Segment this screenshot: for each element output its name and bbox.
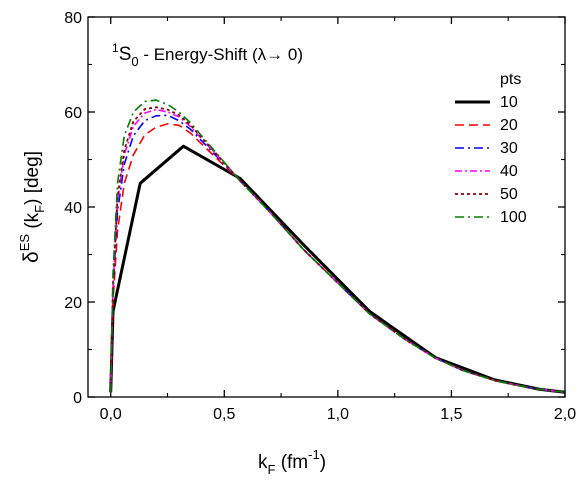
ylabel-main: δ	[20, 251, 43, 263]
legend-label-10: 10	[500, 94, 518, 111]
x-tick-label: 0,0	[100, 406, 122, 423]
series-group	[109, 99, 566, 394]
annotation-tail: 0)	[283, 45, 303, 64]
legend-label-50: 50	[500, 186, 518, 203]
legend-label-30: 30	[500, 140, 518, 157]
annotation-rest: - Energy-Shift (λ	[139, 45, 267, 64]
ticks-group: 0,0 0,5 1,0 1,5 2,0 0 20 40 60 80	[64, 10, 576, 423]
x-axis-title: kF (fm-1)	[258, 447, 326, 477]
x-tick-label: 0,5	[213, 406, 235, 423]
xlabel-sup: -1	[308, 447, 320, 462]
chart-annotation: 1S0 - Energy-Shift (λ→ 0)	[112, 41, 303, 69]
annotation-superscript: 1	[112, 41, 119, 55]
x-tick-label: 2,0	[554, 406, 576, 423]
legend: pts 10 20 30 40 50 100	[455, 71, 527, 226]
y-axis-title: δES (kF) [deg]	[17, 151, 47, 263]
xlabel-sub: F	[267, 462, 275, 477]
xlabel-main: k	[258, 452, 268, 473]
x-tick-label: 1,0	[327, 406, 349, 423]
legend-label-100: 100	[500, 209, 527, 226]
plot-frame-group	[87, 16, 566, 398]
annotation-main: S	[119, 44, 132, 65]
series-line-20	[109, 123, 566, 394]
series-line-50	[109, 106, 566, 394]
annotation-arrow: →	[266, 45, 283, 64]
series-line-10	[109, 144, 566, 394]
xlabel-close: )	[320, 452, 326, 473]
y-tick-label: 80	[64, 10, 82, 27]
ylabel-close: ) [deg]	[22, 151, 43, 205]
series-line-100	[109, 99, 566, 394]
legend-label-40: 40	[500, 163, 518, 180]
ylabel-sub: F	[32, 205, 47, 213]
y-tick-label: 0	[73, 390, 82, 407]
annotation-subscript: 0	[131, 54, 138, 69]
ylabel-sup: ES	[17, 234, 32, 252]
xlabel-rest: (fm	[275, 452, 308, 473]
y-tick-label: 20	[64, 295, 82, 312]
series-line-30	[109, 114, 566, 394]
legend-label-20: 20	[500, 117, 518, 134]
y-tick-label: 60	[64, 105, 82, 122]
ylabel-mid: (k	[22, 212, 43, 234]
x-tick-label: 1,5	[440, 406, 462, 423]
legend-title: pts	[500, 71, 521, 88]
plot-frame	[87, 16, 566, 398]
y-tick-label: 40	[64, 200, 82, 217]
